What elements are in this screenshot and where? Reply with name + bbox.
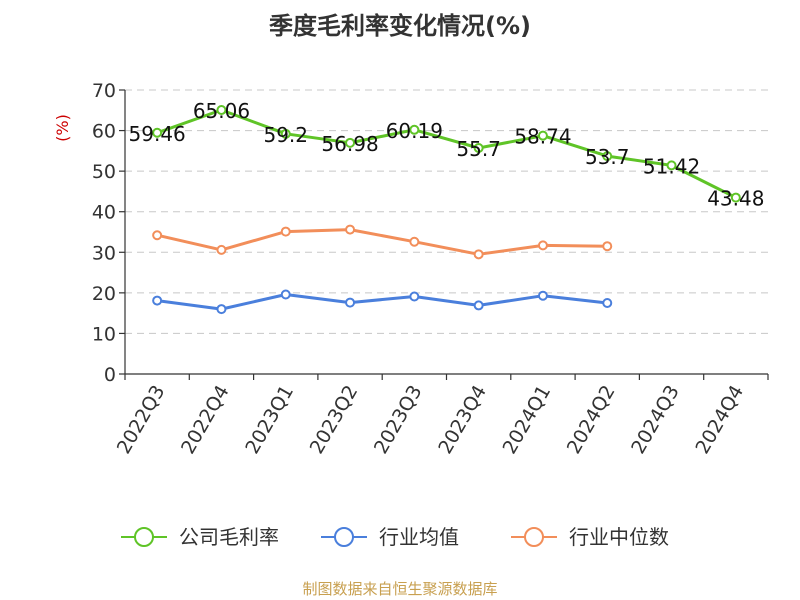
- y-tick-label: 40: [92, 202, 116, 224]
- data-label: 53.7: [585, 145, 630, 169]
- data-label: 59.46: [129, 122, 186, 146]
- legend: 公司毛利率 行业均值 行业中位数: [121, 525, 669, 549]
- data-point: [537, 130, 548, 141]
- x-tick-label: 2023Q4: [434, 382, 491, 458]
- data-point: [152, 230, 163, 241]
- data-point: [345, 297, 356, 308]
- series-line: [157, 293, 608, 311]
- series-line: [156, 108, 737, 199]
- x-tick-label: 2024Q2: [563, 382, 620, 458]
- x-tick-label: 2022Q3: [113, 382, 170, 458]
- y-axis-label: (%): [53, 114, 72, 142]
- data-point: [280, 226, 291, 237]
- x-tick-label: 2023Q1: [241, 382, 298, 458]
- x-tick-label: 2024Q1: [499, 382, 556, 458]
- legend-marker: [134, 527, 154, 547]
- data-point: [216, 244, 227, 255]
- data-point: [602, 241, 613, 252]
- series-0: [152, 105, 741, 203]
- legend-marker: [334, 527, 354, 547]
- chart-title: 季度毛利率变化情况(%): [269, 12, 531, 40]
- grid: [125, 89, 768, 334]
- legend-item: 行业均值: [321, 525, 459, 549]
- data-point: [409, 236, 420, 247]
- legend-item: 公司毛利率: [121, 525, 279, 549]
- data-label: 55.7: [456, 137, 501, 161]
- data-point: [537, 290, 548, 301]
- data-point: [666, 160, 677, 171]
- series-1: [152, 289, 613, 315]
- data-point: [152, 127, 163, 138]
- series-2: [152, 224, 613, 260]
- x-tick-label: 2023Q2: [306, 382, 363, 458]
- data-labels: 59.46 65.06 59.2 56.98 60.19 55.7 58.74 53.7 51.…: [129, 99, 765, 211]
- x-tick-label: 2022Q4: [177, 382, 234, 458]
- y-ticks: 0 10 20 30 40 50 60 70: [92, 80, 125, 386]
- data-point: [602, 298, 613, 308]
- data-point: [345, 224, 356, 235]
- legend-item: 行业中位数: [511, 525, 669, 549]
- legend-label: 行业中位数: [569, 525, 669, 549]
- y-tick-label: 20: [92, 283, 116, 305]
- legend-marker: [524, 527, 544, 547]
- legend-label: 行业均值: [379, 525, 459, 549]
- data-label: 43.48: [707, 187, 764, 211]
- data-label: 58.74: [514, 125, 571, 149]
- data-point: [409, 291, 420, 302]
- data-point: [602, 151, 613, 162]
- data-point: [152, 295, 163, 306]
- data-label: 60.19: [386, 119, 443, 143]
- data-point: [730, 192, 741, 203]
- data-point: [537, 240, 548, 251]
- data-label: 65.06: [193, 99, 250, 123]
- y-tick-label: 70: [92, 80, 116, 102]
- source-note: 制图数据来自恒生聚源数据库: [302, 580, 497, 598]
- y-tick-label: 10: [92, 323, 116, 345]
- x-ticks: 2022Q3 2022Q4 2023Q1 2023Q2 2023Q3 2023Q4 2024…: [113, 374, 769, 458]
- series-group: [152, 105, 741, 315]
- data-label: 59.2: [263, 123, 308, 147]
- legend-label: 公司毛利率: [179, 525, 279, 549]
- data-point: [280, 128, 291, 139]
- data-point: [473, 249, 484, 260]
- x-tick-label: 2024Q3: [627, 382, 684, 458]
- x-tick-label: 2024Q4: [691, 382, 748, 458]
- data-point: [409, 124, 420, 135]
- data-point: [216, 304, 227, 315]
- x-tick-label: 2023Q3: [370, 382, 427, 458]
- data-point: [216, 105, 227, 116]
- data-point: [473, 300, 484, 311]
- y-tick-label: 0: [104, 364, 116, 386]
- y-tick-label: 30: [92, 242, 116, 264]
- data-point: [473, 143, 484, 154]
- data-label: 56.98: [321, 132, 378, 156]
- data-point: [345, 137, 356, 148]
- y-tick-label: 50: [92, 161, 116, 183]
- data-point: [280, 289, 291, 300]
- data-label: 51.42: [643, 154, 700, 178]
- axes: [124, 90, 768, 375]
- y-tick-label: 60: [92, 121, 116, 143]
- series-line: [156, 228, 608, 256]
